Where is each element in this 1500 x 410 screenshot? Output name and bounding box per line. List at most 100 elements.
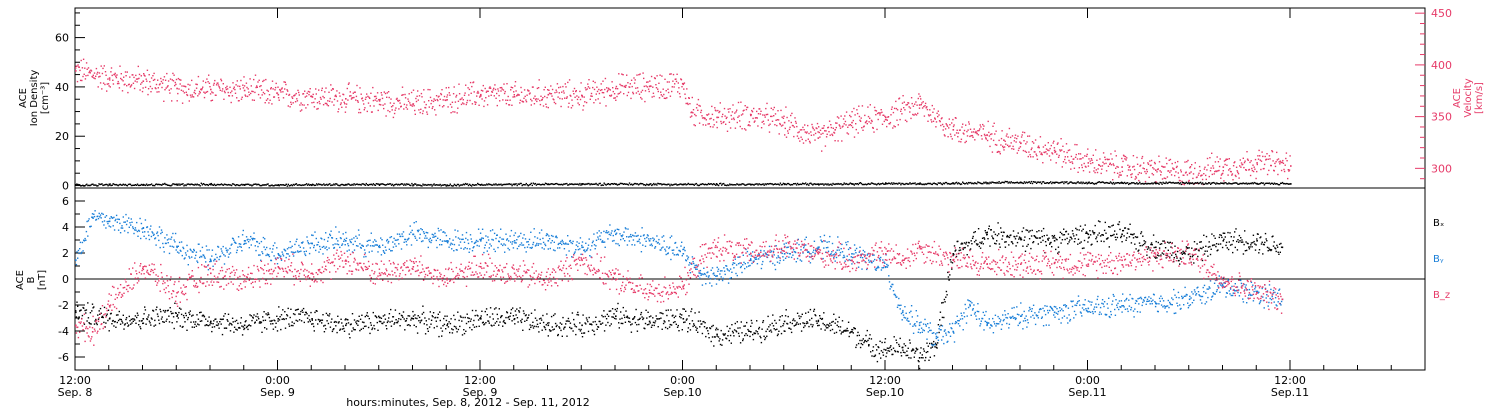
velocity-point xyxy=(1223,160,1226,162)
density-point xyxy=(389,183,392,185)
bx-point xyxy=(386,321,389,324)
bx-point xyxy=(660,312,663,314)
bx-point xyxy=(822,322,824,325)
density-point xyxy=(1067,183,1069,185)
bx-point xyxy=(325,312,328,315)
density-point xyxy=(133,184,136,186)
bx-point xyxy=(93,323,96,325)
velocity-point xyxy=(302,93,305,95)
velocity-point xyxy=(1231,173,1234,175)
bx-point xyxy=(669,323,671,326)
density-point xyxy=(836,183,838,185)
velocity-point xyxy=(1056,143,1059,145)
density-point xyxy=(250,184,252,186)
density-point xyxy=(796,182,799,185)
velocity-point xyxy=(373,105,375,107)
bx-point xyxy=(296,309,298,311)
velocity-point xyxy=(441,106,444,108)
bx-point xyxy=(996,234,999,237)
velocity-point xyxy=(975,132,978,134)
velocity-point xyxy=(356,100,359,102)
velocity-point xyxy=(365,96,367,98)
bx-point xyxy=(479,317,482,319)
velocity-point xyxy=(903,107,905,109)
bx-point xyxy=(780,332,783,335)
density-point xyxy=(420,185,422,187)
bx-point xyxy=(1002,235,1004,237)
density-point xyxy=(810,182,812,184)
bx-point xyxy=(904,345,907,347)
bx-point xyxy=(380,317,383,319)
velocity-point xyxy=(757,113,760,115)
density-point xyxy=(184,184,186,186)
velocity-point xyxy=(141,90,144,93)
velocity-point xyxy=(1036,158,1039,160)
bx-point xyxy=(593,330,595,332)
velocity-point xyxy=(455,94,458,97)
velocity-point xyxy=(588,79,590,81)
velocity-point xyxy=(254,91,256,94)
bx-point xyxy=(576,313,578,316)
velocity-point xyxy=(1165,157,1167,159)
velocity-point xyxy=(719,102,721,104)
density-point xyxy=(992,181,994,183)
bottom-panel-data xyxy=(75,210,1284,370)
velocity-anchor xyxy=(345,98,347,100)
density-point xyxy=(777,183,780,185)
bx-point xyxy=(78,316,80,318)
bx-point xyxy=(106,313,108,315)
density-point xyxy=(1081,182,1083,185)
bx-point xyxy=(261,331,263,333)
velocity-point xyxy=(1147,162,1149,164)
velocity-point xyxy=(417,90,419,92)
velocity-point xyxy=(152,79,155,81)
bx-point xyxy=(80,309,82,311)
density-point xyxy=(1250,182,1252,185)
bx-point xyxy=(805,312,807,314)
bx-point xyxy=(241,325,243,327)
bx-point xyxy=(96,323,98,326)
velocity-point xyxy=(367,95,369,98)
velocity-point xyxy=(476,95,478,97)
velocity-point xyxy=(347,99,349,101)
bx-point xyxy=(250,325,252,327)
density-point xyxy=(778,184,781,186)
bx-point xyxy=(816,322,818,324)
density-point xyxy=(341,183,343,186)
density-point xyxy=(728,184,730,187)
density-point xyxy=(943,183,946,185)
bx-point xyxy=(427,330,429,332)
density-point xyxy=(963,182,965,184)
density-point xyxy=(1195,182,1198,184)
velocity-point xyxy=(523,89,526,91)
density-point xyxy=(354,184,356,186)
velocity-point xyxy=(1139,165,1141,167)
velocity-point xyxy=(265,78,267,81)
density-point xyxy=(920,183,922,185)
bx-point xyxy=(264,327,266,329)
velocity-point xyxy=(443,105,445,107)
velocity-point xyxy=(860,117,862,119)
bx-point xyxy=(282,309,284,311)
velocity-point xyxy=(606,87,608,89)
bx-point xyxy=(691,320,694,322)
velocity-point xyxy=(1090,162,1092,165)
bx-point xyxy=(1122,229,1125,232)
bx-point xyxy=(148,320,151,322)
bx-point xyxy=(533,325,535,327)
bx-point xyxy=(717,328,719,331)
density-point xyxy=(1122,182,1125,185)
density-point xyxy=(494,184,496,186)
density-point xyxy=(1033,181,1036,183)
velocity-point xyxy=(78,66,80,68)
bx-point xyxy=(431,315,433,317)
bx-point xyxy=(473,319,475,322)
bx-point xyxy=(610,323,612,325)
bx-point xyxy=(758,328,760,330)
density-point xyxy=(515,183,517,185)
bx-point xyxy=(394,309,397,311)
bx-point xyxy=(364,315,366,318)
velocity-point xyxy=(667,88,669,90)
density-point xyxy=(1202,183,1205,185)
velocity-point xyxy=(541,98,543,101)
